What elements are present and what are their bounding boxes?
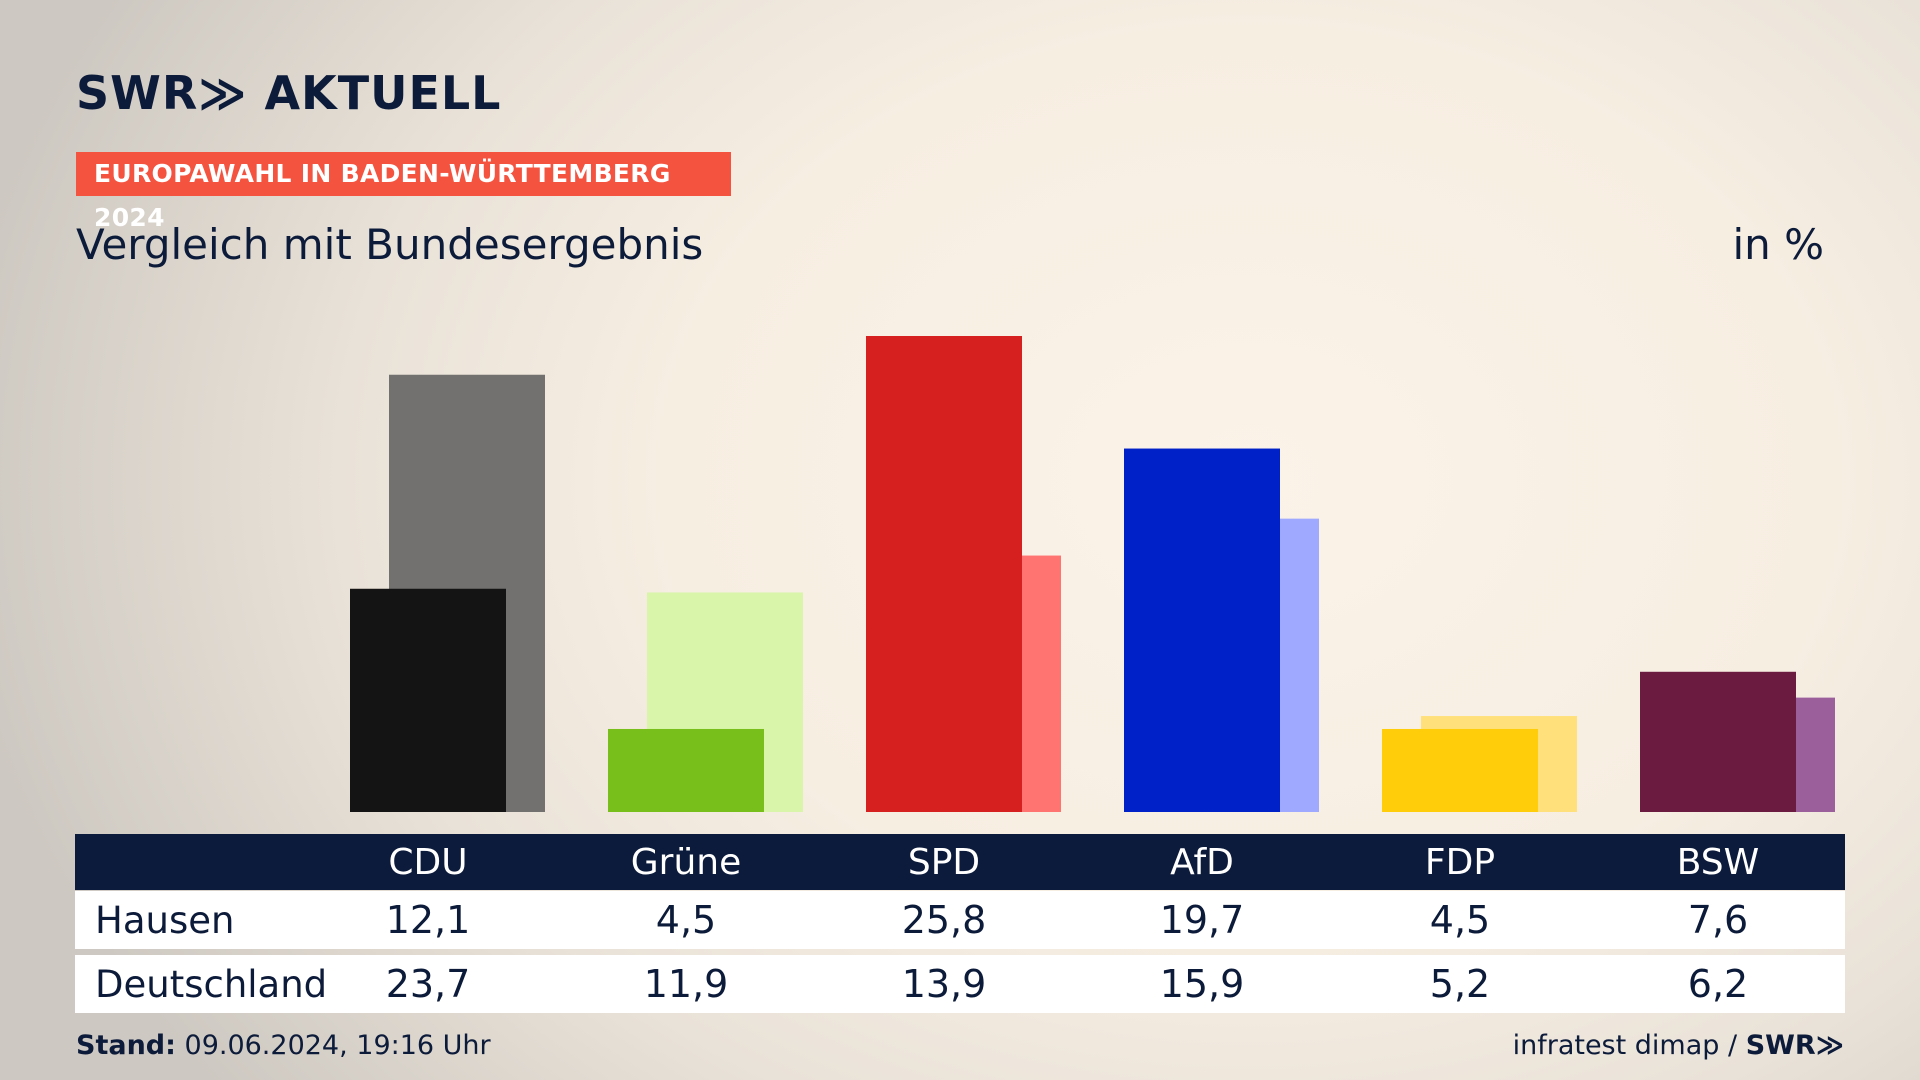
source-text: infratest dimap / <box>1512 1030 1738 1061</box>
category-label-gruene: Grüne <box>630 841 742 883</box>
value-hausen-bsw: 7,6 <box>1687 898 1749 942</box>
row-label-deutschland: Deutschland <box>95 962 328 1006</box>
value-hausen-afd: 19,7 <box>1159 898 1245 942</box>
bar-hausen-bsw <box>1640 671 1796 812</box>
bar-hausen-spd <box>866 336 1022 812</box>
bar-hausen-fdp <box>1382 728 1538 812</box>
value-deutschland-bsw: 6,2 <box>1687 962 1749 1006</box>
category-label-bsw: BSW <box>1676 841 1760 883</box>
table-header: CDU Grüne SPD AfD FDP BSW <box>75 834 1845 890</box>
footer-stand: Stand: 09.06.2024, 19:16 Uhr <box>76 1030 491 1061</box>
category-label-cdu: CDU <box>388 841 468 883</box>
bar-hausen-afd <box>1124 448 1280 812</box>
category-label-spd: SPD <box>907 841 981 883</box>
value-deutschland-gruene: 11,9 <box>643 962 729 1006</box>
stand-value: 09.06.2024, 19:16 Uhr <box>184 1030 491 1061</box>
category-label-fdp: FDP <box>1424 841 1496 883</box>
swr-source-logo: SWR≫ <box>1745 1030 1844 1061</box>
row-label-hausen: Hausen <box>95 898 235 942</box>
value-hausen-cdu: 12,1 <box>385 898 471 942</box>
value-hausen-spd: 25,8 <box>901 898 987 942</box>
stand-label: Stand: <box>76 1030 176 1061</box>
unit-label: in % <box>1732 220 1824 269</box>
swr-aktuell-logo: SWR≫ AKTUELL <box>76 66 502 120</box>
table-row-deutschland: Deutschland 23,7 11,9 13,9 15,9 5,2 6,2 <box>75 955 1845 1013</box>
chart-title: Vergleich mit Bundesergebnis <box>76 220 704 269</box>
value-deutschland-fdp: 5,2 <box>1429 962 1491 1006</box>
value-deutschland-afd: 15,9 <box>1159 962 1245 1006</box>
bar-hausen-gruene <box>608 728 764 812</box>
footer-source: infratest dimap / SWR≫ <box>1513 1030 1844 1061</box>
bar-chart <box>350 336 1835 812</box>
value-deutschland-cdu: 23,7 <box>385 962 471 1006</box>
value-hausen-fdp: 4,5 <box>1429 898 1491 942</box>
table-row-hausen: Hausen 12,1 4,5 25,8 19,7 4,5 7,6 <box>75 891 1845 949</box>
election-tag: EUROPAWAHL IN BADEN-WÜRTTEMBERG 2024 <box>76 152 731 232</box>
bar-hausen-cdu <box>350 588 506 812</box>
value-hausen-gruene: 4,5 <box>655 898 717 942</box>
category-label-afd: AfD <box>1170 841 1234 883</box>
value-deutschland-spd: 13,9 <box>901 962 987 1006</box>
